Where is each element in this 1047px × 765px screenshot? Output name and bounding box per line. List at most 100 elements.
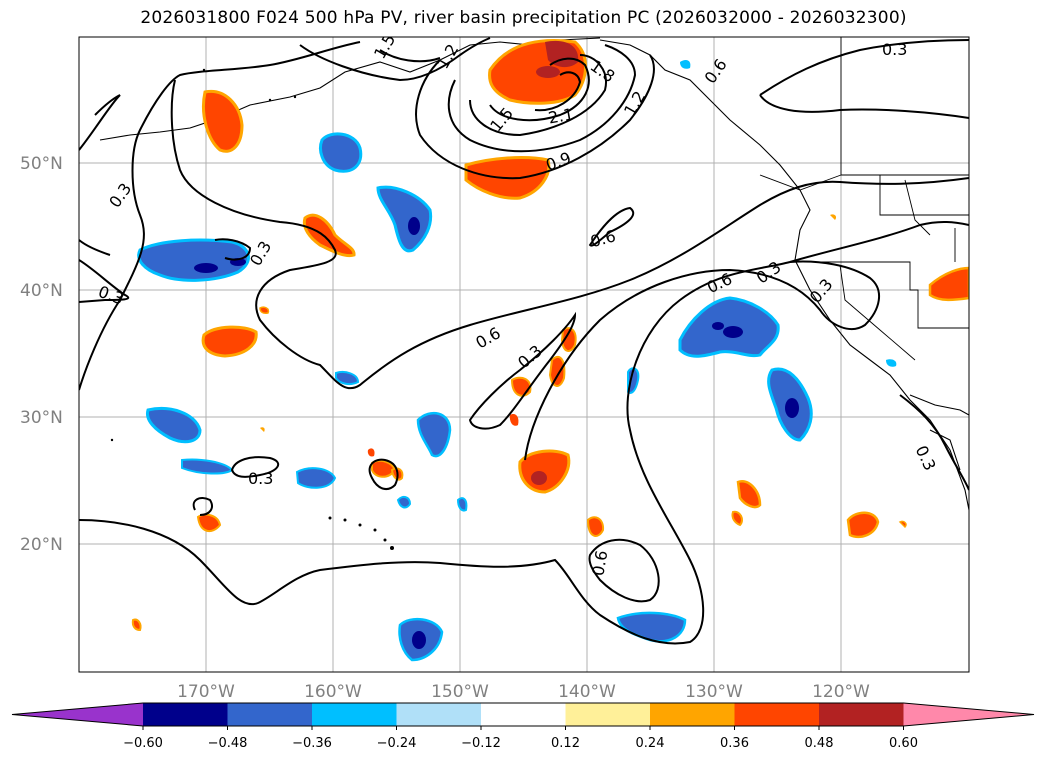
map-frame	[78, 36, 970, 673]
neg-core-1	[194, 263, 218, 273]
map-panel: 0.3 0.3 0.3 0.3 0.3 0.3 0.3 0.3 0.3 0.6 …	[79, 37, 969, 672]
contour-label-0-6-b: 0.6	[588, 226, 618, 251]
contour-label-2-1: 2.1	[547, 104, 575, 127]
contour-label-0-6-e: 0.6	[701, 55, 731, 87]
pos-blob-22	[260, 427, 265, 432]
pos-blob-18	[131, 618, 142, 632]
pos-blob-10	[736, 479, 762, 509]
colorbar-tick-label: 0.24	[636, 736, 665, 751]
lat-label: 30°N	[20, 408, 63, 428]
pos-core-6	[531, 471, 547, 485]
pv-contours	[79, 37, 969, 645]
lon-label: 120°W	[812, 682, 870, 702]
pos-blob-14	[928, 266, 969, 302]
pos-blob-19	[367, 448, 375, 457]
neg-blob-5	[181, 458, 234, 475]
neg-core-12	[785, 398, 799, 418]
contour-label-0-3-f: 0.3	[753, 257, 785, 287]
pos-core-1b	[536, 66, 560, 78]
contour-label-0-3-e: 0.3	[514, 341, 546, 372]
colorbar-swatch	[650, 703, 735, 726]
neg-blob-2	[319, 132, 363, 173]
lon-label: 160°W	[304, 682, 362, 702]
neg-core-9	[412, 631, 426, 649]
neg-blob-6	[295, 467, 337, 489]
contour-label-0-9: 0.9	[543, 148, 573, 175]
pos-blob-12	[846, 511, 880, 539]
colorbar-swatch	[819, 703, 904, 726]
lon-label: 130°W	[685, 682, 743, 702]
contour-label-0-6-c: 0.6	[704, 269, 735, 297]
pos-blob-21	[259, 306, 270, 314]
lat-label: 40°N	[20, 281, 63, 301]
neg-blob-16	[886, 359, 897, 367]
neg-blob-8	[416, 411, 452, 458]
colorbar-extend-low	[12, 703, 143, 726]
colorbar: −0.60 −0.48 −0.36 −0.24 −0.12 0.12 0.24 0.36 0.4…	[11, 702, 1035, 751]
lon-label: 170°W	[177, 682, 235, 702]
neg-core-11b	[712, 322, 724, 330]
contour-label-0-6-d: 0.6	[588, 549, 611, 577]
pos-blob-11	[731, 510, 743, 527]
pos-blob-6	[518, 449, 571, 494]
pos-blob-15	[196, 513, 222, 533]
pos-blob-23	[830, 214, 837, 220]
pos-core-1	[545, 40, 579, 68]
contour-label-0-6-a: 0.6	[472, 323, 504, 352]
neg-blob-14	[396, 495, 412, 509]
colorbar-tick-label: 0.48	[805, 736, 834, 751]
latitude-labels: 50°N 40°N 30°N 20°N	[20, 154, 63, 555]
neg-blob-13	[627, 367, 640, 394]
colorbar-tick-label: 0.36	[720, 736, 749, 751]
pos-blob-13	[586, 516, 605, 537]
pos-blob-5	[201, 325, 258, 358]
colorbar-tick-label: −0.12	[461, 736, 501, 751]
contour-label-0-3-g: 0.3	[806, 275, 837, 307]
neg-blob-3	[376, 185, 433, 253]
neg-core-3	[408, 217, 420, 235]
colorbar-extend-high	[903, 703, 1034, 726]
pos-blob-20	[509, 414, 519, 426]
colorbar-tick-label: −0.48	[208, 736, 248, 751]
neg-blob-4	[145, 407, 202, 444]
contour-label-1-8: 1.8	[587, 56, 619, 86]
colorbar-swatch	[227, 703, 313, 726]
pos-blob-24	[898, 520, 907, 529]
contour-label-0-3-h: 0.3	[248, 469, 273, 488]
neg-blob-17	[680, 60, 691, 69]
contour-label-0-3-i: 0.3	[912, 442, 940, 473]
negative-precip-regions	[137, 60, 897, 662]
pos-blob-9	[560, 327, 577, 352]
contour-label-0-3-a: 0.3	[882, 40, 907, 59]
colorbar-tick-label: −0.24	[377, 736, 417, 751]
neg-core-11	[723, 326, 743, 338]
contour-label-1-2-a: 1.2	[433, 41, 462, 73]
contour-label-0-3-d: 0.3	[105, 179, 135, 211]
positive-precip-regions	[131, 39, 969, 632]
lon-label: 140°W	[558, 682, 616, 702]
borders	[759, 37, 969, 361]
neg-blob-10	[616, 611, 687, 643]
pos-blob-7	[510, 376, 532, 397]
colorbar-tick-label: −0.60	[123, 736, 163, 751]
lat-label: 20°N	[20, 535, 63, 555]
colorbar-tick-label: −0.36	[292, 736, 332, 751]
pos-blob-4	[302, 213, 356, 258]
neg-blob-1	[137, 238, 250, 282]
map-title: 2026031800 F024 500 hPa PV, river basin …	[140, 8, 907, 28]
contour-label-1-5-a: 1.5	[486, 104, 517, 136]
colorbar-swatch	[143, 703, 228, 726]
colorbar-swatch	[565, 703, 651, 726]
lat-label: 50°N	[20, 154, 63, 174]
colorbar-tick-label: 0.12	[551, 736, 580, 751]
contour-label-0-3-b: 0.3	[246, 238, 275, 270]
colorbar-swatch	[312, 703, 397, 726]
colorbar-swatch	[396, 703, 482, 726]
contour-label-1-2-b: 1.2	[620, 88, 649, 120]
colorbar-tick-label: 0.60	[889, 736, 918, 751]
colorbar-swatch	[734, 703, 820, 726]
pos-blob-8	[548, 355, 566, 387]
neg-blob-7	[335, 371, 360, 386]
lon-label: 150°W	[431, 682, 489, 702]
